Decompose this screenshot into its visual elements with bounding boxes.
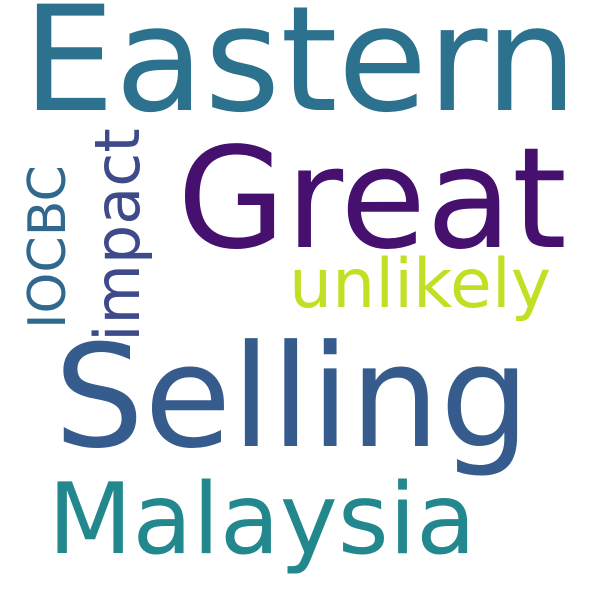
word-selling: Selling — [54, 315, 530, 480]
word-impact: impact — [81, 128, 154, 342]
word-malaysia: Malaysia — [47, 463, 477, 577]
word-unlikely: unlikely — [289, 245, 551, 324]
word-eastern: Eastern — [22, 0, 578, 145]
word-great: Great — [177, 118, 567, 281]
word-iocbc: IOCBC — [18, 165, 78, 329]
